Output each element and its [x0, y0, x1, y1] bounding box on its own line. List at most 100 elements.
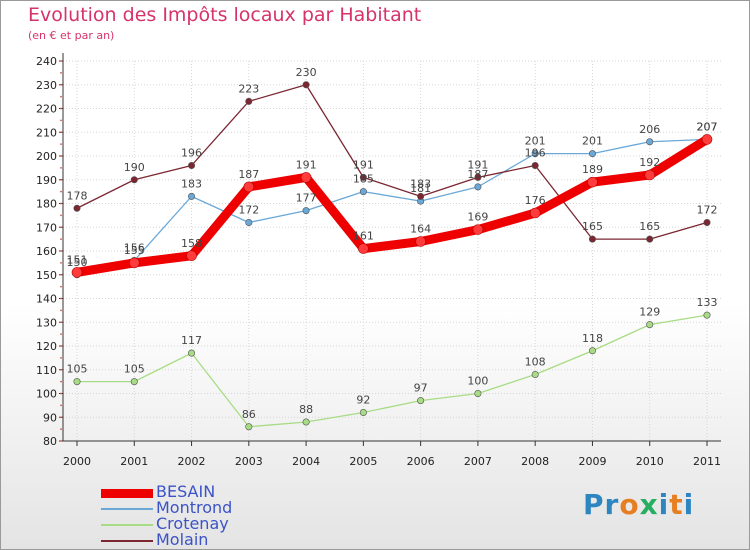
data-label: 169 — [467, 211, 488, 224]
data-label: 151 — [67, 253, 88, 266]
y-tick-label: 110 — [36, 364, 57, 377]
data-label: 183 — [410, 177, 431, 190]
y-minor-tick — [60, 155, 62, 157]
data-point — [128, 257, 140, 269]
legend-swatch — [101, 524, 153, 526]
data-label: 150 — [67, 256, 88, 269]
x-tick-label: 2006 — [407, 455, 435, 468]
series-line-crotenay — [76, 314, 708, 428]
y-minor-tick — [60, 333, 62, 336]
data-point — [531, 162, 539, 170]
legend-swatch — [101, 508, 153, 510]
data-label: 133 — [697, 296, 718, 309]
data-point — [474, 389, 482, 397]
legend-item-molain: Molain — [101, 530, 361, 549]
logo-letter: t — [669, 488, 684, 521]
data-point — [646, 138, 654, 146]
data-point — [358, 243, 369, 254]
y-tick-label: 220 — [36, 103, 57, 116]
x-tick-label: 2008 — [521, 455, 549, 468]
y-minor-tick — [60, 440, 62, 442]
data-point — [644, 169, 656, 181]
y-minor-tick — [60, 60, 62, 62]
data-point — [302, 418, 310, 426]
data-point — [531, 370, 539, 378]
data-label: 92 — [356, 394, 370, 407]
data-label: 156 — [124, 242, 145, 255]
logo-letter: o — [619, 488, 640, 521]
data-label: 187 — [467, 168, 488, 181]
data-label: 191 — [467, 158, 488, 171]
legend-label: Molain — [156, 530, 209, 549]
data-label: 187 — [238, 168, 259, 181]
data-point — [531, 150, 539, 158]
data-label: 201 — [582, 135, 603, 148]
y-minor-tick — [60, 238, 62, 241]
x-tick-label: 2001 — [120, 455, 148, 468]
data-point — [417, 192, 425, 200]
data-label: 207 — [697, 120, 718, 133]
data-point — [245, 97, 253, 105]
y-minor-tick — [60, 261, 62, 264]
data-point — [73, 378, 81, 386]
y-minor-tick — [60, 285, 62, 288]
data-label: 161 — [353, 230, 374, 243]
series-molain — [73, 81, 711, 243]
y-minor-tick — [60, 309, 62, 312]
data-label: 201 — [525, 135, 546, 148]
proxiti-logo: Proxiti — [583, 488, 694, 521]
data-point — [359, 173, 367, 181]
logo-letter: i — [658, 488, 670, 521]
y-minor-tick — [60, 404, 62, 407]
data-point — [188, 162, 196, 170]
y-tick-label: 120 — [36, 340, 57, 353]
chart-subtitle: (en € et par an) — [28, 29, 115, 42]
y-minor-tick — [60, 356, 62, 359]
y-tick-label: 210 — [36, 126, 57, 139]
x-tick-label: 2005 — [349, 455, 377, 468]
x-tick-label: 2011 — [693, 455, 721, 468]
data-point — [701, 134, 713, 145]
y-minor-tick — [60, 416, 62, 419]
y-minor-tick — [60, 202, 62, 205]
y-tick-label: 170 — [36, 221, 57, 234]
logo-letter: x — [639, 488, 659, 521]
y-minor-tick — [60, 428, 62, 431]
data-point — [472, 224, 484, 235]
y-tick-label: 180 — [36, 198, 57, 211]
logo-letter: i — [683, 488, 695, 521]
y-minor-tick — [60, 380, 62, 383]
y-minor-tick — [60, 71, 62, 74]
y-minor-tick — [60, 107, 62, 110]
series-besain — [71, 134, 713, 278]
x-tick-label: 2007 — [464, 455, 492, 468]
y-minor-tick — [60, 83, 62, 86]
y-minor-tick — [60, 143, 62, 146]
y-minor-tick — [60, 178, 62, 181]
data-label: 172 — [697, 204, 718, 217]
data-label: 191 — [296, 158, 317, 171]
data-label: 230 — [296, 66, 317, 79]
data-point — [646, 321, 654, 329]
axes: 8090100110120130140150160170180190200210… — [36, 53, 721, 468]
logo-letter: P — [583, 488, 605, 521]
series-lines — [71, 81, 713, 431]
series-line-molain — [76, 84, 708, 240]
data-point — [587, 176, 598, 188]
data-label: 181 — [410, 182, 431, 195]
data-label: 165 — [639, 220, 660, 233]
data-label: 158 — [181, 237, 202, 250]
data-label: 191 — [353, 158, 374, 171]
data-label: 108 — [525, 356, 546, 369]
chart-title: Evolution des Impôts locaux par Habitant — [28, 4, 422, 26]
data-label: 86 — [242, 408, 256, 421]
data-labels: 150 156 183 172 177 185 181 187 201 201 206 207 105 1… — [67, 66, 718, 421]
data-label: 190 — [124, 161, 145, 174]
x-tick-label: 2010 — [636, 455, 664, 468]
y-minor-tick — [60, 95, 62, 98]
data-label: 192 — [639, 156, 660, 169]
data-label: 185 — [353, 173, 374, 186]
y-tick-label: 160 — [36, 245, 57, 258]
y-minor-tick — [60, 297, 62, 300]
